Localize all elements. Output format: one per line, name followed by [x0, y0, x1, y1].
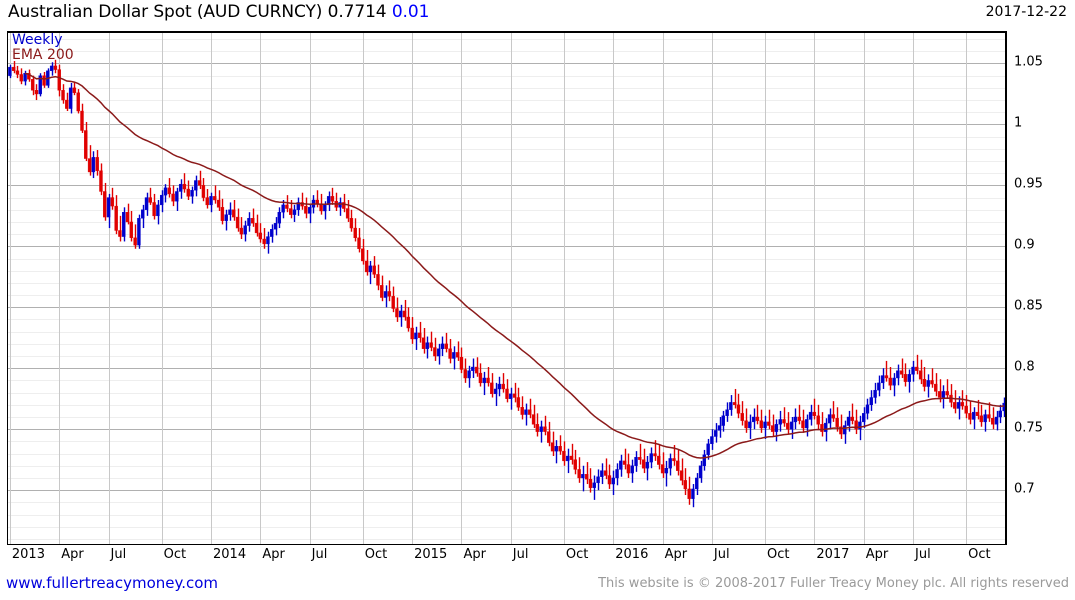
chart-plot-area: [7, 31, 1007, 545]
y-axis-tick-label: 0.75: [1014, 420, 1043, 436]
site-url[interactable]: www.fullertreacymoney.com: [6, 574, 219, 592]
y-axis-tick-label: 1: [1014, 115, 1023, 131]
x-axis-tick-label: Oct: [163, 547, 187, 562]
x-axis-tick-label: 2017: [816, 547, 850, 562]
x-axis-tick-label: Jul: [713, 547, 730, 562]
x-axis-tick-label: Jul: [512, 547, 529, 562]
x-axis-tick-label: Oct: [364, 547, 388, 562]
major-gridlines: [8, 63, 1005, 491]
x-axis-tick-label: Apr: [463, 547, 486, 562]
x-axis-tick-label: Jul: [311, 547, 328, 562]
x-axis-tick-label: Jul: [110, 547, 127, 562]
y-axis-tick-label: 0.85: [1014, 298, 1043, 314]
page-title: Australian Dollar Spot (AUD CURNCY) 0.77…: [8, 2, 429, 22]
x-axis-tick-label: Oct: [565, 547, 589, 562]
copyright-notice: This website is © 2008-2017 Fuller Treac…: [598, 576, 1069, 591]
chart-date: 2017-12-22: [985, 4, 1067, 20]
instrument-name: Australian Dollar Spot (AUD CURNCY): [8, 2, 323, 22]
page-footer: www.fullertreacymoney.com This website i…: [0, 572, 1075, 600]
x-axis-tick-label: Apr: [865, 547, 889, 562]
legend-ema-overlay: EMA 200: [12, 46, 74, 63]
y-axis-tick-label: 0.95: [1014, 176, 1043, 192]
chart-header: Australian Dollar Spot (AUD CURNCY) 0.77…: [0, 0, 1075, 30]
legend-interval: Weekly: [12, 32, 63, 48]
x-axis-tick-label: 2013: [11, 547, 45, 562]
y-axis-tick-label: 0.8: [1014, 359, 1035, 375]
y-axis-tick-label: 1.05: [1014, 54, 1043, 70]
x-axis-tick-label: Oct: [968, 547, 991, 562]
chart-legend: Weekly EMA 200: [12, 33, 74, 62]
y-axis-tick-label: 0.9: [1014, 237, 1035, 253]
price-change: 0.01: [391, 2, 430, 22]
x-axis-tick-label: 2016: [615, 547, 649, 562]
x-axis-tick-label: Oct: [767, 547, 790, 562]
chart-canvas: [8, 33, 1005, 544]
x-axis-tick-label: Jul: [915, 547, 931, 562]
y-axis-tick-label: 0.7: [1014, 481, 1035, 497]
last-price: 0.7714: [327, 2, 387, 22]
x-axis-tick-label: Apr: [61, 547, 84, 562]
ema-line: [24, 72, 1005, 459]
y-axis-labels: 1.05 1 0.95 0.9 0.85 0.8 0.75 0.7: [1009, 31, 1075, 545]
vertical-gridlines: [10, 33, 967, 544]
minor-gridlines: [8, 39, 1005, 540]
candle-series: [8, 59, 1005, 508]
candlestick-svg: [8, 33, 1005, 544]
x-axis-labels: 2013 Apr Jul Oct 2014 Apr Jul Oct 2015 Apr Jul Oct 2…: [0, 546, 1075, 568]
x-axis-tick-label: Apr: [262, 547, 285, 562]
x-axis-tick-label: 2015: [414, 547, 448, 562]
x-axis-tick-label: 2014: [213, 547, 247, 562]
x-axis-tick-label: Apr: [664, 547, 688, 562]
